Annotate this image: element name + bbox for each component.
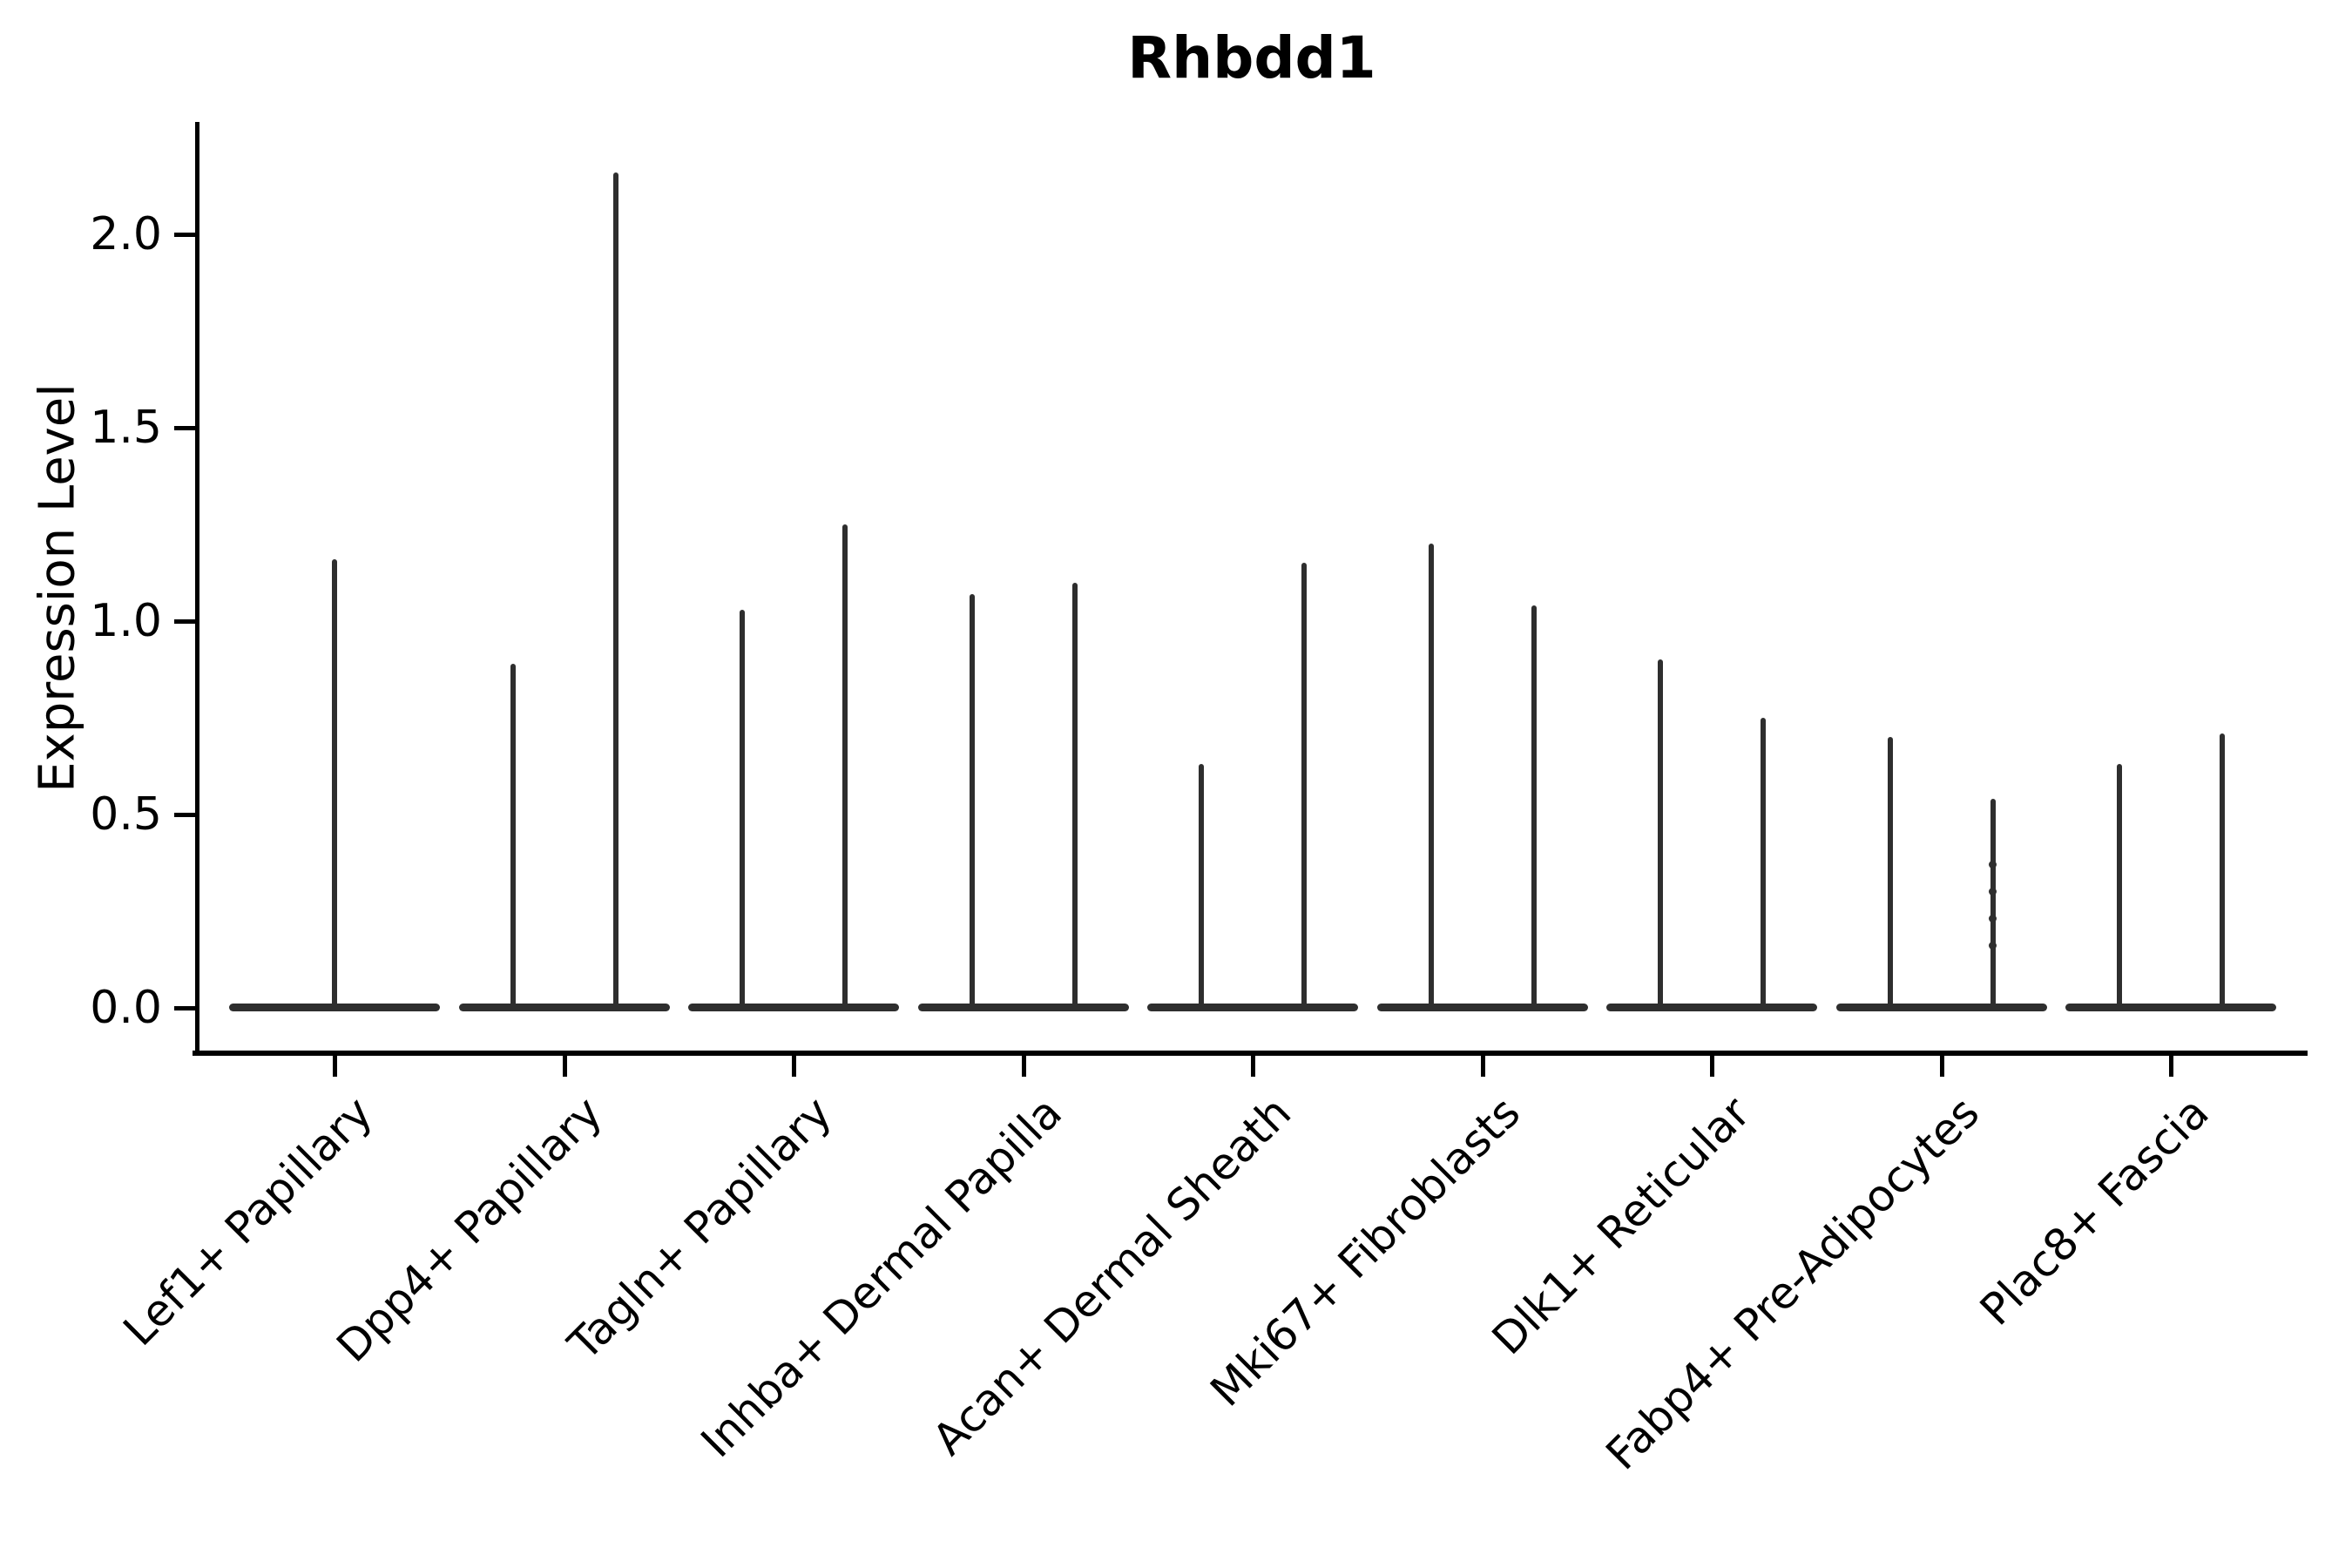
violin-base [458, 1004, 670, 1011]
violin-spike [1761, 718, 1766, 1008]
violin-base [1147, 1004, 1358, 1011]
x-tick-mark [1021, 1056, 1026, 1077]
violin-spike [1071, 582, 1078, 1008]
violin-spike [1990, 799, 1996, 1008]
x-tick-mark [1251, 1056, 1255, 1077]
x-tick-label: Lef1+ Papillary [113, 1087, 383, 1356]
violin-spike [510, 663, 516, 1008]
x-tick-mark [562, 1056, 567, 1077]
violin-spike [1887, 737, 1893, 1008]
violin-spike [1301, 563, 1307, 1008]
x-tick-label: Fabp4+ Pre-Adipocytes [1597, 1087, 1990, 1480]
y-tick-label: 0.0 [90, 982, 162, 1034]
violin-base [688, 1004, 899, 1011]
y-tick-label: 2.0 [90, 208, 162, 260]
violin-base [2065, 1004, 2276, 1011]
y-tick-label: 0.5 [90, 788, 162, 841]
violin-spike [1531, 605, 1537, 1008]
expression-point [1989, 942, 1997, 950]
violin-base [1376, 1004, 1588, 1011]
y-tick-mark [174, 426, 195, 430]
violin-spike [1199, 764, 1204, 1008]
x-tick-mark [2169, 1056, 2173, 1077]
expression-point [1989, 915, 1997, 923]
x-tick-mark [792, 1056, 796, 1077]
chart-title: Rhbdd1 [1127, 24, 1376, 91]
y-tick-mark [174, 813, 195, 817]
y-tick-mark [174, 233, 195, 237]
violin-spike [1428, 544, 1434, 1008]
violin-spike [2117, 764, 2122, 1008]
x-tick-mark [1939, 1056, 1944, 1077]
x-axis-spine [193, 1051, 2308, 1056]
x-tick-mark [333, 1056, 337, 1077]
violin-spike [842, 524, 848, 1008]
x-tick-mark [1480, 1056, 1485, 1077]
violin-spike [1658, 659, 1663, 1008]
violin-base [1606, 1004, 1817, 1011]
violin-base [1835, 1004, 2047, 1011]
violin-spike [740, 609, 745, 1008]
violin-base [917, 1004, 1129, 1011]
violin-spike [2220, 733, 2225, 1008]
y-tick-mark [174, 619, 195, 624]
y-tick-mark [174, 1006, 195, 1010]
violin-spike [332, 558, 337, 1008]
y-axis-spine [195, 122, 199, 1056]
violin-spike [612, 172, 618, 1008]
x-tick-label: Plac8+ Fascia [1970, 1087, 2220, 1335]
expression-point [1989, 861, 1997, 869]
expression-point [1989, 888, 1997, 896]
violin-spike [969, 593, 975, 1008]
y-tick-label: 1.0 [90, 595, 162, 647]
y-tick-label: 1.5 [90, 402, 162, 454]
x-tick-mark [1710, 1056, 1714, 1077]
